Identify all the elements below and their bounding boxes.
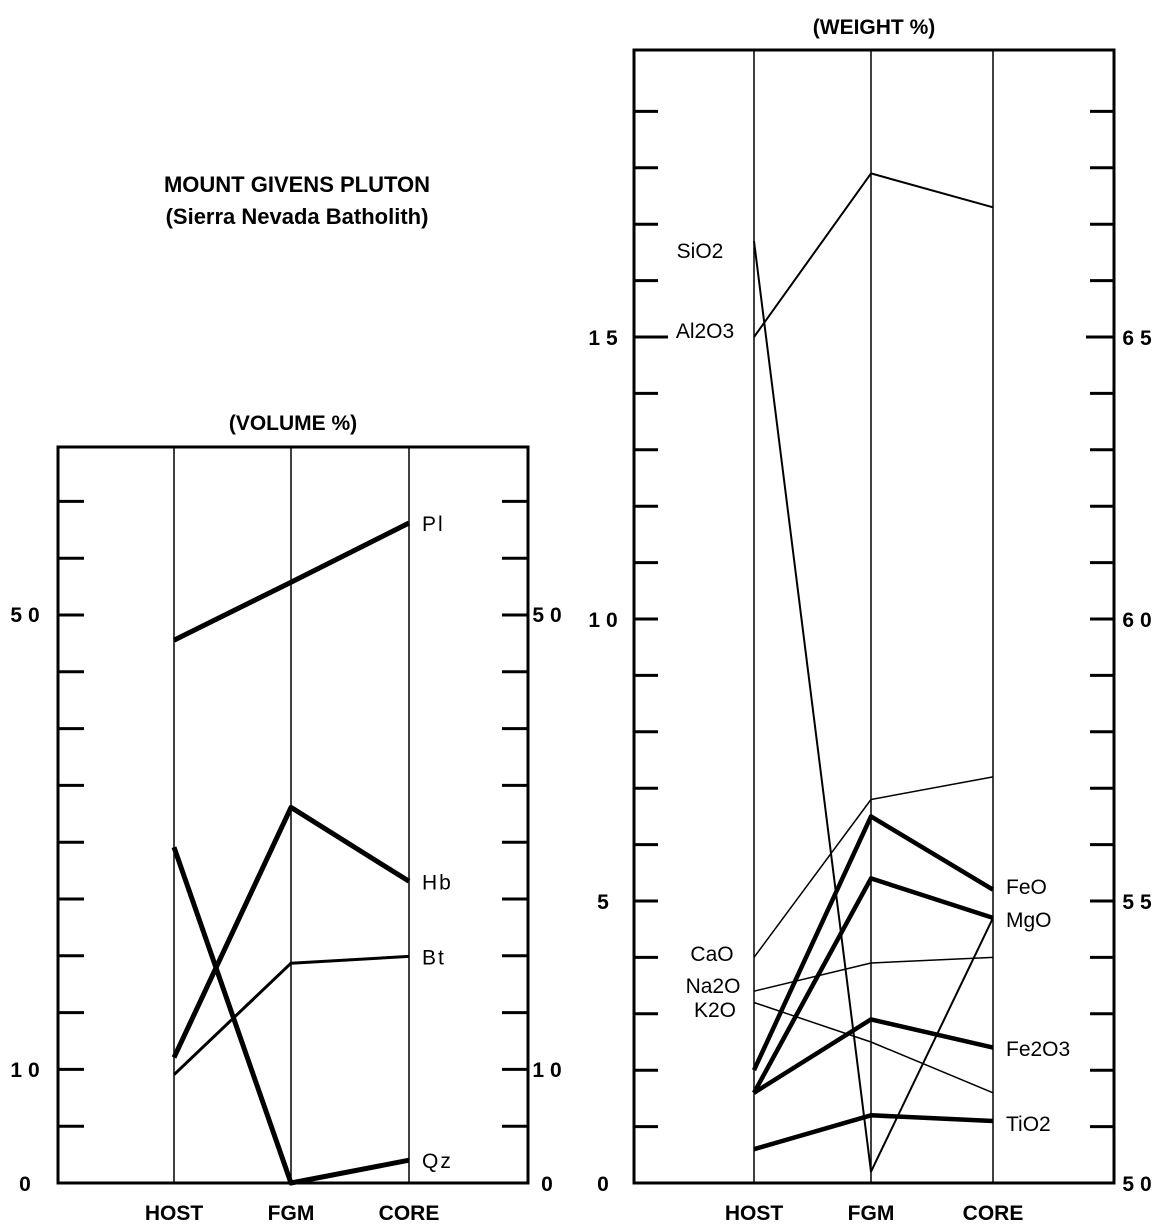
weight-series-al2o3 [753,172,994,338]
weight-category-host: HOST [725,1202,784,1224]
weight-series-tio2 [753,1113,994,1152]
weight-left-tick-label-0: 0 [597,1173,615,1196]
weight-series-label-k2o: K2O [694,999,736,1022]
volume-series-label-pl: Pl [422,513,445,536]
volume-series-pl [172,520,411,643]
weight-series-feo [751,814,995,1072]
volume-series-label-qz: Qz [422,1150,453,1173]
weight-category-fgm: FGM [848,1202,895,1224]
weight-series-na2o [753,956,994,992]
weight-series-cao [753,776,994,958]
weight-category-core: CORE [963,1202,1024,1224]
weight-series-mgo [752,876,994,1094]
weight-series-label-mgo: MgO [1006,909,1052,932]
weight-series-label-al2o3: Al2O3 [676,320,734,343]
weight-chart-frame [632,48,1116,1185]
weight-left-tick-label-15: 15 [588,327,623,350]
weight-series-sio2 [753,240,994,1173]
weight-chart: (WEIGHT %)HOST FGM CORE15105065605550SiO2A… [588,16,1157,1224]
volume-category-core: CORE [379,1202,440,1224]
pluton-title: MOUNT GIVENS PLUTON [164,172,430,197]
volume-series-label-bt: Bt [422,946,446,969]
volume-series-hb [171,804,411,1059]
volume-right-tick-label-0: 0 [541,1173,559,1196]
weight-left-tick-label-10: 10 [588,609,623,632]
weight-series-k2o [753,1001,994,1094]
volume-series-bt [172,954,410,1076]
weight-right-tick-label-60: 60 [1122,609,1157,632]
volume-right-tick-label-10: 10 [532,1059,567,1082]
volume-category-fgm: FGM [268,1202,315,1224]
weight-series-label-sio2: SiO2 [677,240,724,263]
volume-left-tick-label-50: 50 [10,604,45,627]
volume-chart-title: (VOLUME %) [229,412,357,435]
volume-left-tick-label-10: 10 [10,1059,45,1082]
volume-left-tick-label-0: 0 [19,1173,37,1196]
weight-series-label-feo: FeO [1006,876,1047,899]
volume-category-host: HOST [145,1202,204,1224]
weight-right-tick-label-65: 65 [1122,327,1157,350]
volume-series-qz [171,846,410,1186]
volume-chart-frame [56,445,530,1185]
weight-right-tick-label-50: 50 [1122,1173,1157,1196]
weight-right-tick-label-55: 55 [1122,891,1157,914]
weight-chart-title: (WEIGHT %) [813,16,935,39]
weight-series-fe2o3 [752,1017,994,1095]
weight-left-tick-label-5: 5 [597,891,615,914]
weight-series-label-na2o: Na2O [686,975,741,998]
volume-series-label-hb: Hb [422,871,453,894]
volume-right-tick-label-50: 50 [532,604,567,627]
weight-series-label-tio2: TiO2 [1006,1113,1051,1136]
weight-series-label-fe2o3: Fe2O3 [1006,1038,1070,1061]
pluton-subtitle: (Sierra Nevada Batholith) [166,204,429,229]
weight-series-label-cao: CaO [690,943,733,966]
